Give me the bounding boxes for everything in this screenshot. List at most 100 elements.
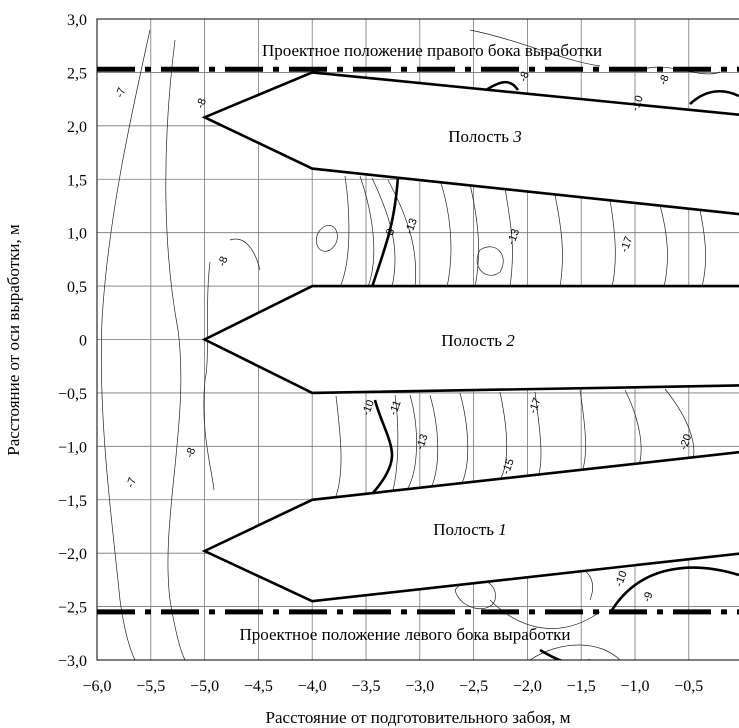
cavity-3-number: 3 [512, 127, 522, 146]
right-boundary-label: Проектное положение правого бока выработ… [262, 41, 602, 60]
contour-line [203, 261, 215, 491]
contour-label: -8 [194, 97, 209, 110]
contour-line [429, 394, 439, 487]
x-tick-label: −5,0 [190, 678, 219, 695]
y-tick-label: 0,5 [67, 279, 87, 296]
contour-label: -10 [613, 569, 630, 588]
contour-label: -13 [414, 433, 431, 452]
contour-line [609, 199, 616, 288]
contour-label: -20 [678, 433, 695, 452]
contour-line [392, 394, 399, 491]
boundary-lines [97, 66, 739, 615]
y-tick-label: −3,0 [58, 653, 87, 670]
y-tick-label: 0 [79, 333, 87, 350]
contour-label: -15 [500, 457, 517, 476]
contour-line [664, 388, 695, 467]
contour-line [659, 204, 668, 288]
contour-line [335, 395, 342, 497]
x-tick-label: −0,5 [674, 678, 703, 695]
y-tick-label: 1,5 [67, 172, 87, 189]
y-axis-title: Расстояние от оси выработки, м [4, 224, 23, 456]
contour-line [371, 399, 394, 495]
contour-line [371, 177, 396, 288]
contour-line [476, 246, 504, 276]
y-tick-label: 3,0 [67, 12, 87, 29]
x-tick-label: −1,0 [620, 678, 649, 695]
contour-line [699, 209, 706, 288]
cavity-2-label: Полость 2 [441, 331, 515, 350]
x-tick-label: −3,5 [351, 678, 380, 695]
left-boundary-label: Проектное положение левого бока выработк… [240, 625, 571, 644]
contour-line [529, 644, 621, 660]
contour-line [689, 90, 739, 105]
contour-label: -8 [216, 255, 231, 268]
contour-line [339, 175, 350, 288]
cavity-2-number: 2 [506, 331, 515, 350]
contour-line [100, 29, 151, 660]
cavity-polygon [201, 450, 739, 603]
contour-line [469, 29, 601, 67]
x-tick-label: −3,0 [405, 678, 434, 695]
x-tick-label: −5,5 [136, 678, 165, 695]
cavity-1-prefix: Полость [433, 520, 498, 539]
x-tick-label: −4,5 [244, 678, 273, 695]
contour-line [387, 179, 417, 288]
y-tick-label: 2,5 [67, 65, 87, 82]
contour-labels: -7 -8 -8 -8 -10 -8 -8 -13 -13 -17 -10 -11 -13 -15 -17 -… [114, 70, 695, 604]
contour-line [229, 238, 261, 271]
cavity-3-label: Полость 3 [448, 127, 521, 146]
y-tick-label: −0,5 [58, 386, 87, 403]
contour-label: -13 [505, 227, 522, 246]
contour-label: -13 [403, 217, 420, 236]
contour-label: -9 [641, 590, 656, 603]
contour-label: -7 [125, 476, 140, 489]
x-tick-label: −2,0 [513, 678, 542, 695]
contour-label: -17 [527, 396, 544, 415]
cavity-polygon [201, 71, 739, 216]
contour-line [370, 175, 400, 288]
y-tick-label: −1,0 [58, 439, 87, 456]
contour-label: -8 [184, 446, 199, 459]
y-tick-label: −2,5 [58, 600, 87, 617]
contour-line [407, 394, 417, 489]
y-tick-label: −2,0 [58, 546, 87, 563]
y-tick-label: 2,0 [67, 119, 87, 136]
cavity-2-prefix: Полость [441, 331, 506, 350]
x-tick-label: −2,5 [459, 678, 488, 695]
contour-label: -10 [629, 94, 646, 113]
contour-line [539, 648, 590, 660]
contour-line [499, 391, 508, 481]
cavity-3-prefix: Полость [448, 127, 513, 146]
tick-labels: −6,0 −5,5 −5,0 −4,5 −4,0 −3,5 −3,0 −2,5 −2,0 −1,5… [58, 12, 739, 695]
contour-line [579, 389, 586, 473]
x-tick-label: −1,5 [567, 678, 596, 695]
cavity-1-number: 1 [498, 520, 507, 539]
contour-line [469, 183, 479, 288]
contour-line [610, 566, 739, 611]
contour-line [504, 187, 513, 288]
contour-line [624, 389, 642, 469]
y-tick-label: 1,0 [67, 226, 87, 243]
cavity-1-label: Полость 1 [433, 520, 506, 539]
contour-line [359, 175, 375, 288]
cavities [201, 71, 739, 603]
contour-label: -8 [517, 70, 532, 83]
contour-line [459, 392, 469, 484]
contour-label: -11 [387, 399, 403, 417]
contour-label: -8 [657, 73, 672, 86]
contour-label: -10 [360, 398, 377, 417]
contour-label: -17 [618, 235, 635, 254]
cavity-polygon [201, 284, 739, 395]
contour-label: -7 [114, 86, 129, 99]
x-axis-title: Расстояние от подготовительного забоя, м [266, 708, 571, 727]
y-tick-label: −1,5 [58, 493, 87, 510]
contour-line [316, 224, 338, 252]
contour-line [489, 599, 601, 629]
x-tick-label: −6,0 [82, 678, 111, 695]
plot-frame [96, 18, 739, 661]
contour-line [439, 179, 452, 288]
x-tick-label: −4,0 [298, 678, 327, 695]
contour-label: -8 [383, 227, 398, 240]
contour-line [554, 194, 563, 288]
